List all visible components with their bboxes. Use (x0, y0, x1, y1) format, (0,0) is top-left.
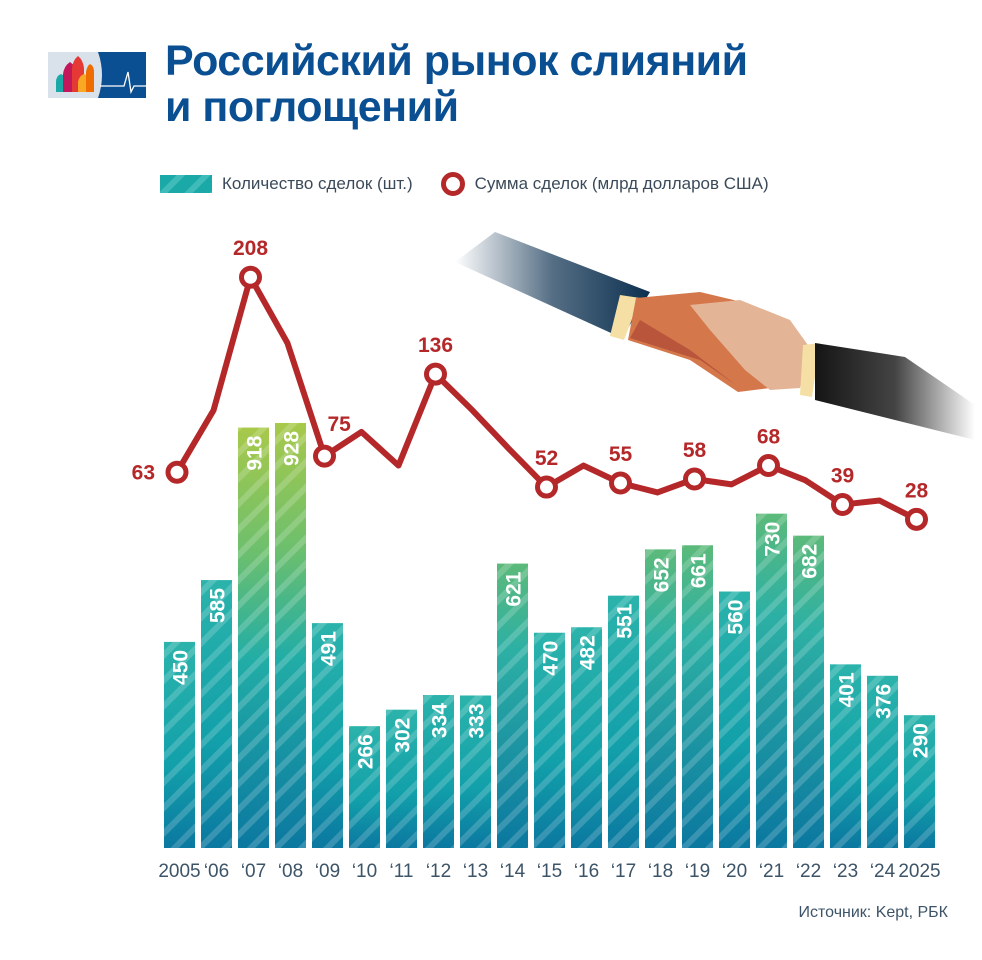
bar-series: 450 585 918 928 491 266 302 334 333 621 470 482 551 6… (164, 422, 935, 848)
x-tick-label: ‘12 (426, 861, 451, 882)
source-note: Источник: Kept, РБК (798, 904, 949, 921)
x-tick-label: ‘22 (796, 861, 821, 882)
bar: 450 (164, 641, 195, 848)
bar-value-label: 470 (540, 641, 563, 676)
bar-value-label: 585 (207, 588, 230, 623)
line-legend-label: Сумма сделок (млрд долларов США) (474, 174, 769, 193)
line-value-label: 63 (132, 461, 155, 484)
bar-value-label: 621 (503, 571, 526, 606)
line-value-label: 68 (757, 426, 781, 449)
bar: 585 (201, 580, 232, 848)
bar: 661 (682, 545, 713, 848)
bar: 401 (830, 664, 861, 848)
bar-value-label: 652 (651, 557, 674, 592)
x-tick-label: ‘09 (315, 861, 340, 882)
bar-value-label: 918 (244, 435, 267, 470)
line-value-label: 58 (683, 439, 707, 462)
bar-value-label: 333 (466, 703, 489, 738)
bar-value-label: 401 (836, 672, 859, 707)
x-tick-label: ‘13 (463, 861, 488, 882)
x-tick-label: ‘23 (833, 861, 858, 882)
x-tick-label: ‘10 (352, 861, 377, 882)
bar-value-label: 491 (318, 631, 341, 666)
bar-value-label: 290 (910, 723, 933, 758)
chart-area: 450 585 918 928 491 266 302 334 333 621 470 482 551 6… (132, 232, 975, 882)
bar: 302 (386, 709, 417, 848)
line-point-marker (609, 471, 632, 495)
line-value-label: 28 (905, 479, 929, 502)
bar: 491 (312, 623, 343, 848)
page-title: Российский рынок слияний и поглощений (165, 38, 748, 130)
line-point-marker (683, 467, 706, 491)
x-tick-label: ‘21 (759, 861, 784, 882)
line-value-label: 55 (609, 443, 633, 466)
bar: 376 (867, 675, 898, 848)
bar: 621 (497, 563, 528, 848)
x-tick-label: ‘08 (278, 861, 303, 882)
x-tick-label: ‘11 (390, 861, 414, 882)
x-tick-label: 2005 (158, 861, 200, 882)
bar-legend-label: Количество сделок (шт.) (222, 174, 413, 193)
line-point-marker (905, 507, 928, 531)
bar: 560 (719, 591, 750, 848)
handshake-illustration (455, 232, 975, 440)
bar-value-label: 730 (762, 522, 785, 557)
line-point-marker (424, 362, 447, 386)
x-tick-label: 2025 (898, 861, 940, 882)
x-tick-label: ‘06 (204, 861, 229, 882)
line-value-label: 75 (328, 413, 352, 436)
x-axis-labels: 2005 ‘06 ‘07 ‘08 ‘09 ‘10 ‘11 ‘12 ‘13 ‘14 ‘15 ‘16 ‘17… (158, 861, 940, 882)
bar-value-label: 450 (170, 650, 193, 685)
line-value-label: 52 (535, 447, 558, 470)
bar: 266 (349, 726, 380, 848)
logo-icon (48, 52, 146, 98)
bar: 652 (645, 549, 676, 848)
bar: 482 (571, 627, 602, 848)
bar-value-label: 551 (614, 603, 637, 638)
bar-value-label: 682 (799, 544, 822, 579)
line-legend-marker-icon (440, 172, 465, 196)
line-value-label: 39 (831, 465, 854, 488)
bar: 682 (793, 535, 824, 848)
bar: 730 (756, 513, 787, 848)
bar: 928 (275, 422, 306, 848)
legend: Количество сделок (шт.) Сумма сделок (мл… (160, 172, 769, 196)
bar: 551 (608, 595, 639, 848)
line-value-label: 208 (233, 237, 268, 260)
bar-value-label: 560 (725, 600, 748, 635)
line-point-marker (535, 475, 558, 499)
line-point-marker (165, 460, 189, 484)
x-tick-label: ‘17 (611, 861, 636, 882)
bar: 470 (534, 632, 565, 848)
x-tick-label: ‘16 (574, 861, 599, 882)
line-value-label: 136 (418, 334, 453, 357)
bar-value-label: 928 (281, 431, 304, 466)
line-point-marker (757, 454, 780, 478)
title-line-1: Российский рынок слияний (165, 37, 748, 85)
bar-legend-swatch (160, 175, 212, 193)
line-series: 63 208 75 136 52 55 58 68 39 28 (132, 237, 929, 531)
line-point-marker (313, 444, 336, 468)
x-tick-label: ‘15 (537, 861, 562, 882)
bar-value-label: 376 (873, 684, 896, 719)
bar-value-label: 661 (688, 553, 711, 588)
bar: 290 (904, 715, 935, 848)
x-tick-label: ‘19 (685, 861, 710, 882)
x-tick-label: ‘07 (241, 861, 266, 882)
x-tick-label: ‘14 (500, 861, 526, 882)
x-tick-label: ‘20 (722, 861, 747, 882)
bar: 333 (460, 695, 491, 848)
x-tick-label: ‘18 (648, 861, 673, 882)
bar-value-label: 302 (392, 718, 415, 753)
line-point-marker (831, 493, 854, 517)
line-point-marker (239, 265, 262, 289)
bar: 334 (423, 695, 454, 848)
bar: 918 (238, 427, 269, 848)
title-line-2: и поглощений (165, 83, 459, 131)
x-tick-label: ‘24 (870, 861, 896, 882)
bar-value-label: 482 (577, 635, 600, 670)
bar-value-label: 334 (429, 703, 452, 738)
bar-value-label: 266 (355, 734, 378, 769)
